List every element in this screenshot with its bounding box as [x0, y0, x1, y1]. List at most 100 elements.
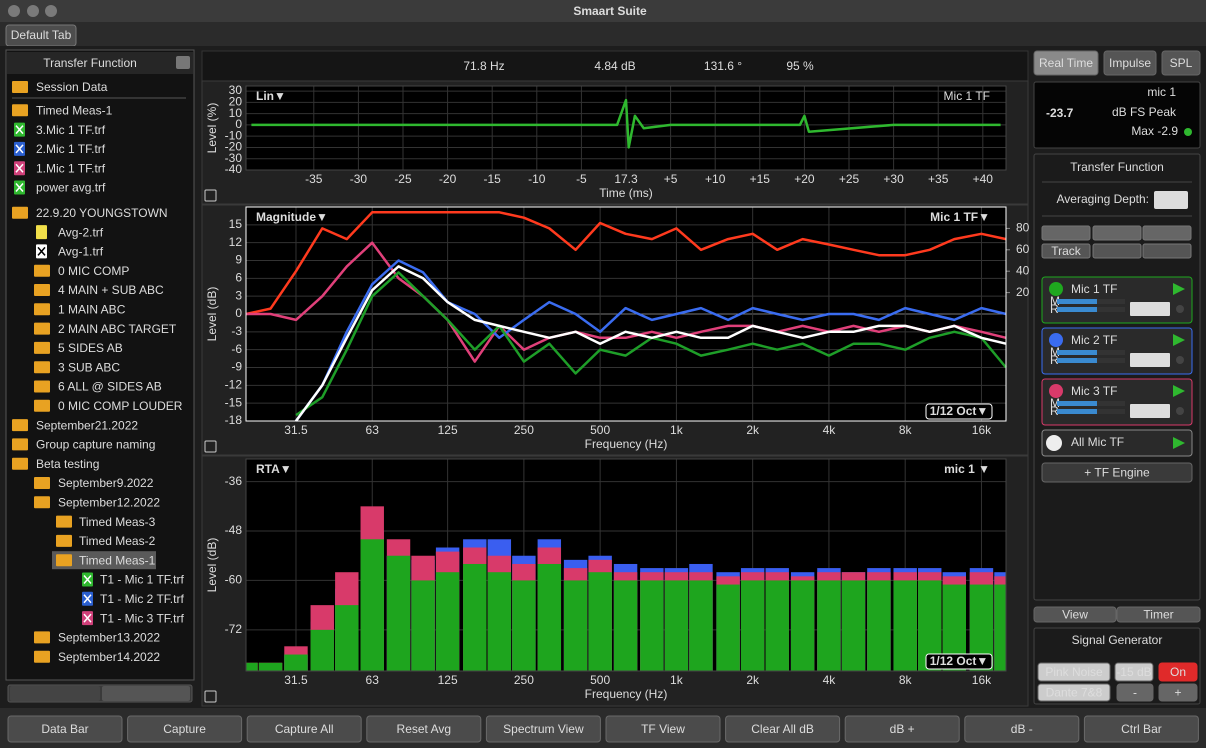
engine-led [1176, 305, 1184, 313]
tree-item[interactable]: Timed Meas-1 [79, 553, 156, 567]
mode-button-label: Real Time [1039, 56, 1093, 70]
tree-item[interactable]: Group capture naming [36, 438, 155, 452]
command-button[interactable] [964, 715, 1080, 743]
level-field[interactable] [1114, 662, 1154, 682]
command-button[interactable] [7, 715, 123, 743]
tree-item[interactable]: 3.Mic 1 TF.trf [36, 123, 106, 137]
tree-item[interactable]: 2 MAIN ABC TARGET [58, 322, 177, 336]
command-button[interactable] [725, 715, 841, 743]
tree-item[interactable]: September12.2022 [58, 495, 160, 509]
folder-icon [12, 206, 28, 219]
tree-item[interactable]: 1.Mic 1 TF.trf [36, 161, 106, 175]
plot-title[interactable]: Lin▼ [256, 89, 286, 103]
folder-icon [34, 284, 50, 296]
rta-bar [435, 572, 460, 671]
tree-item[interactable]: power avg.trf [36, 181, 106, 195]
plot-source[interactable]: mic 1 ▼ [944, 462, 990, 476]
tree-item[interactable]: September9.2022 [58, 476, 154, 490]
tree-item[interactable]: 2.Mic 1 TF.trf [36, 142, 106, 156]
level-up[interactable] [1158, 683, 1198, 702]
tree-item[interactable]: Avg-2.trf [58, 225, 104, 239]
tree-item[interactable]: Avg-1.trf [58, 245, 104, 259]
tree-item[interactable]: September21.2022 [36, 418, 138, 432]
tree-item[interactable]: Beta testing [36, 457, 99, 471]
plot-source[interactable]: Mic 1 TF [944, 89, 990, 103]
tree-item[interactable]: Session Data [36, 80, 108, 94]
plot-title[interactable]: RTA▼ [256, 462, 292, 476]
mode-button[interactable] [1161, 50, 1201, 76]
file-mark [15, 163, 24, 173]
folder-icon [34, 477, 50, 489]
output-select[interactable] [1037, 683, 1111, 702]
mode-button[interactable] [1103, 50, 1157, 76]
engine-color [1049, 384, 1063, 398]
resolution-box[interactable] [925, 403, 993, 420]
tree-item[interactable]: T1 - Mic 3 TF.trf [100, 611, 184, 625]
command-button[interactable] [127, 715, 243, 743]
view-tab[interactable] [1116, 606, 1201, 623]
mode-button[interactable] [1033, 50, 1099, 76]
command-button[interactable] [844, 715, 960, 743]
tree-item[interactable]: Timed Meas-3 [79, 515, 156, 529]
tree-item[interactable]: Timed Meas-2 [79, 534, 156, 548]
command-button[interactable] [366, 715, 482, 743]
resolution-box[interactable] [925, 653, 993, 670]
view-tab[interactable] [1033, 606, 1117, 623]
y-tick-label: 0 [235, 117, 242, 131]
tf-engine[interactable] [1041, 429, 1193, 457]
command-button[interactable] [246, 715, 362, 743]
tree-item[interactable]: 4 MAIN + SUB ABC [58, 283, 164, 297]
rta-bar [463, 563, 487, 671]
folder-icon [34, 322, 50, 335]
transport-button[interactable] [1041, 225, 1091, 241]
info-button[interactable] [10, 686, 100, 701]
tree-item[interactable]: September14.2022 [58, 650, 160, 664]
y-tick-label: -3 [231, 324, 242, 338]
tree-item[interactable]: T1 - Mic 1 TF.trf [100, 573, 184, 587]
tree-item[interactable]: 0 MIC COMP [58, 264, 129, 278]
trace [251, 98, 1001, 149]
tree-item[interactable]: 5 SIDES AB [58, 341, 123, 355]
close-plot[interactable] [204, 440, 217, 453]
level-fill [1057, 358, 1097, 363]
plot-source[interactable]: Mic 1 TF▼ [930, 210, 990, 224]
tree-item[interactable]: 1 MAIN ABC [58, 302, 126, 316]
tab-label: Default Tab [11, 28, 72, 42]
command-button[interactable] [485, 715, 601, 743]
add-engine-button[interactable] [1041, 462, 1193, 483]
transport-button[interactable] [1142, 225, 1192, 241]
level-fill [1057, 350, 1097, 355]
transport-button[interactable] [1092, 225, 1142, 241]
generator-on[interactable] [1158, 662, 1198, 682]
tree-item[interactable]: T1 - Mic 2 TF.trf [100, 592, 184, 606]
tree-item[interactable]: Timed Meas-1 [36, 103, 113, 117]
meter-input[interactable]: mic 1 [1147, 85, 1176, 99]
transport-button[interactable] [1041, 243, 1091, 259]
close-plot[interactable] [204, 690, 217, 703]
rta-bar [588, 572, 612, 671]
close-plot[interactable] [204, 189, 217, 202]
delete-button[interactable] [102, 686, 190, 701]
tree-item[interactable]: 3 SUB ABC [58, 360, 120, 374]
tree-item[interactable]: September13.2022 [58, 631, 160, 645]
meter-mode[interactable]: dB FS Peak [1112, 105, 1177, 119]
transport-button[interactable] [1092, 243, 1142, 259]
signal-select[interactable] [1037, 662, 1111, 682]
window-control[interactable] [45, 5, 57, 17]
plot-title[interactable]: Magnitude▼ [256, 210, 328, 224]
panel-menu[interactable] [176, 56, 190, 69]
command-button[interactable] [605, 715, 721, 743]
level-down[interactable] [1116, 683, 1154, 702]
folder-icon [12, 438, 28, 451]
meter [1033, 81, 1201, 149]
window-control[interactable] [27, 5, 39, 17]
averaging-select[interactable] [1154, 191, 1188, 209]
rta-bar [740, 580, 765, 671]
tree-item[interactable]: 6 ALL @ SIDES AB [58, 380, 162, 394]
tree-item[interactable]: 0 MIC COMP LOUDER [58, 399, 183, 413]
tree-item[interactable]: 22.9.20 YOUNGSTOWN [36, 206, 168, 220]
transport-button[interactable] [1142, 243, 1192, 259]
command-button[interactable] [1083, 715, 1199, 743]
window-control[interactable] [8, 5, 20, 17]
